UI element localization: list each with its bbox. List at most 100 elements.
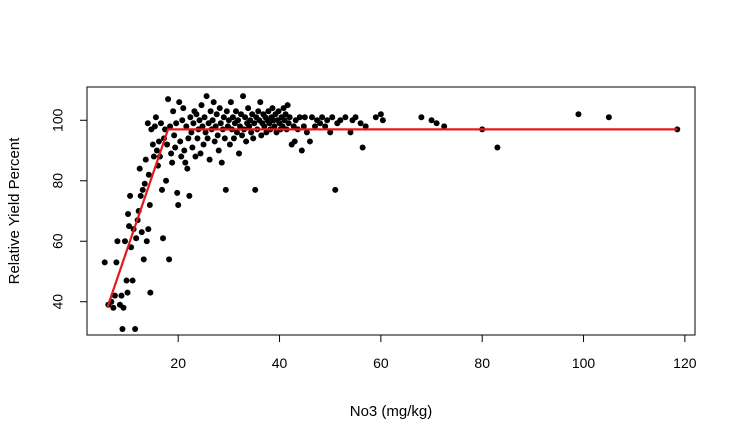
data-point xyxy=(236,150,242,157)
x-tick-label: 60 xyxy=(373,355,389,371)
data-point xyxy=(185,135,192,142)
data-point xyxy=(291,138,298,145)
data-point xyxy=(129,277,136,284)
data-point xyxy=(209,117,216,124)
x-tick-label: 40 xyxy=(272,355,288,371)
data-point xyxy=(142,156,149,163)
data-point xyxy=(379,117,386,124)
data-point xyxy=(181,147,188,154)
data-point xyxy=(120,304,127,311)
data-point xyxy=(158,186,165,193)
data-point xyxy=(312,123,318,130)
data-point xyxy=(187,114,194,121)
data-point xyxy=(140,256,147,263)
data-point xyxy=(240,93,247,100)
data-point xyxy=(261,123,268,130)
data-point xyxy=(255,108,262,115)
data-point xyxy=(433,120,440,127)
data-point xyxy=(137,192,144,199)
data-point xyxy=(133,235,140,242)
data-point xyxy=(122,238,128,245)
data-point xyxy=(118,292,125,299)
data-point xyxy=(332,186,339,193)
data-point xyxy=(251,120,258,127)
data-point xyxy=(303,129,310,136)
data-point xyxy=(212,123,219,130)
data-point xyxy=(146,201,153,208)
data-point xyxy=(171,132,178,139)
data-point xyxy=(362,123,369,130)
data-point xyxy=(206,156,213,163)
x-axis: 20 40 60 80 100 120 xyxy=(170,334,697,371)
data-point xyxy=(250,135,257,142)
y-tick-label: 80 xyxy=(50,173,66,189)
data-point xyxy=(234,117,241,124)
data-point xyxy=(352,114,359,121)
data-point xyxy=(128,244,135,251)
data-point xyxy=(271,123,278,130)
data-point xyxy=(324,117,331,124)
x-tick-label: 100 xyxy=(572,355,596,371)
data-point xyxy=(123,277,130,284)
data-point xyxy=(372,114,379,121)
data-point xyxy=(198,102,205,109)
data-point xyxy=(182,159,189,166)
data-point xyxy=(269,105,276,112)
data-point xyxy=(252,186,259,193)
data-point xyxy=(189,144,196,151)
data-point xyxy=(144,120,151,127)
data-point xyxy=(136,165,143,172)
data-point xyxy=(248,129,255,136)
data-point xyxy=(132,325,139,332)
data-point xyxy=(176,99,183,106)
data-point xyxy=(243,138,250,145)
data-point xyxy=(178,153,185,160)
data-point xyxy=(226,141,233,148)
data-point xyxy=(166,256,173,263)
data-point xyxy=(217,120,224,127)
data-point xyxy=(110,304,117,311)
data-point xyxy=(222,186,229,193)
data-point xyxy=(175,201,182,208)
data-point xyxy=(298,147,305,154)
data-point xyxy=(153,147,160,154)
data-point xyxy=(124,289,131,296)
data-point xyxy=(322,123,329,130)
data-point xyxy=(164,141,171,148)
data-point xyxy=(163,177,170,184)
data-point xyxy=(257,99,264,106)
x-tick-label: 120 xyxy=(673,355,697,371)
data-point xyxy=(428,117,435,124)
data-point xyxy=(126,223,133,230)
data-point xyxy=(207,108,214,115)
data-point xyxy=(184,165,191,172)
data-point xyxy=(308,114,315,121)
data-point xyxy=(186,192,193,199)
data-point xyxy=(138,229,145,236)
data-point xyxy=(199,123,206,130)
data-point xyxy=(245,105,252,112)
data-point xyxy=(157,120,164,127)
data-point xyxy=(201,114,208,121)
data-point xyxy=(319,114,326,121)
data-point xyxy=(605,114,612,121)
data-point xyxy=(101,259,108,266)
data-point xyxy=(183,123,190,130)
data-point xyxy=(145,171,152,178)
data-point xyxy=(202,129,209,136)
x-axis-label: No3 (mg/kg) xyxy=(350,403,433,420)
data-point xyxy=(232,108,239,115)
data-point xyxy=(218,159,225,166)
data-point xyxy=(192,153,199,160)
data-point xyxy=(111,292,118,299)
data-point xyxy=(147,289,154,296)
data-point xyxy=(169,159,176,166)
data-point xyxy=(306,138,313,145)
data-point xyxy=(174,189,181,196)
data-point xyxy=(150,153,157,160)
data-point xyxy=(220,114,227,121)
data-point xyxy=(233,129,240,136)
data-point xyxy=(258,132,265,139)
data-point xyxy=(285,120,292,127)
